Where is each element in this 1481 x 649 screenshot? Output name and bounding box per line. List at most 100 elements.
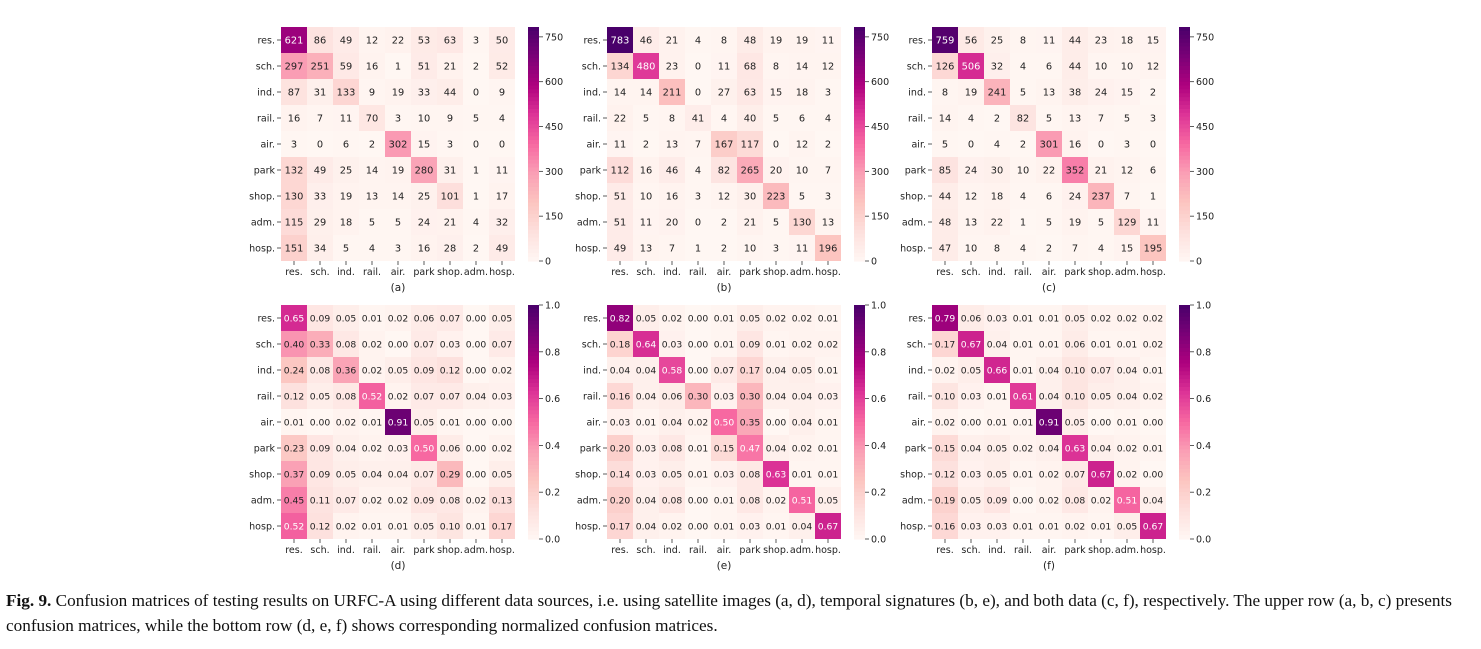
panel-f-cell <box>1010 513 1036 539</box>
panel-f-cell-label: 0.19 <box>935 496 956 507</box>
panel-b-cell-label: 68 <box>744 62 756 73</box>
panel-d-cell-label: 0.65 <box>284 314 305 325</box>
panel-f-colorbar-segment <box>1179 390 1190 396</box>
panel-c-cell <box>1062 79 1088 105</box>
panel-b-cell-label: 4 <box>695 166 701 177</box>
panel-e-cell <box>763 305 789 331</box>
panel-e-row-label: adm. <box>577 496 601 507</box>
panel-d-cell <box>385 461 411 487</box>
panel-e-cell <box>763 487 789 513</box>
panel-c-cell <box>958 235 984 261</box>
panel-c-cell <box>1010 53 1036 79</box>
panel-b-cell <box>607 27 633 53</box>
panel-d-colorbar-segment <box>528 371 539 376</box>
panel-b-colorbar-segment <box>854 144 865 149</box>
panel-c-cell-label: 3 <box>1124 140 1130 151</box>
panel-a-colorbar-segment <box>528 186 539 192</box>
panel-d-cell <box>385 409 411 435</box>
panel-f-colorbar-segment <box>1179 425 1190 431</box>
panel-b-cell <box>607 157 633 183</box>
panel-f-cell-label: 0.61 <box>1013 392 1033 403</box>
panel-d-cell-label: 0.02 <box>362 444 382 455</box>
panel-c-cell-label: 11 <box>1147 218 1159 229</box>
panel-e-cell-label: 0.04 <box>636 366 657 377</box>
panel-f-row-label: shop. <box>900 470 926 481</box>
panel-c-colorbar-segment <box>1179 30 1190 36</box>
panel-f-colorbar-tick-label: 0.8 <box>1196 347 1211 358</box>
panel-f-cell <box>932 461 958 487</box>
panel-a-cell-label: 19 <box>392 166 404 177</box>
panel-e-colorbar-segment <box>854 476 865 482</box>
panel-b-colorbar-segment <box>854 171 865 176</box>
panel-a-cell <box>489 53 515 79</box>
panel-d-cell-label: 0.09 <box>310 470 331 481</box>
panel-c-colorbar-segment <box>1179 183 1190 188</box>
panel-d-cell <box>307 409 333 435</box>
panel-b-colorbar-segment <box>854 120 865 126</box>
panel-c-colorbar-segment <box>1179 140 1190 145</box>
panel-d-cell <box>463 435 489 461</box>
panel-f-cell-label: 0.02 <box>1091 314 1111 325</box>
panel-e-colorbar-segment <box>854 375 865 380</box>
panel-e-cell-label: 0.03 <box>662 340 683 351</box>
panel-c-cell <box>1140 209 1166 235</box>
panel-d-cell-label: 0.11 <box>310 496 330 507</box>
panel-a-cell-label: 2 <box>369 140 375 151</box>
panel-a-cell-label: 14 <box>392 192 404 203</box>
panel-d-colorbar-segment <box>528 519 539 524</box>
panel-a-cell-label: 297 <box>285 62 304 73</box>
panel-e-colorbar-segment <box>854 371 865 376</box>
panel-a-cell-label: 59 <box>340 62 352 73</box>
panel-b-cell-label: 14 <box>614 88 626 99</box>
panel-d-cell-label: 0.02 <box>492 444 512 455</box>
panel-f-cell <box>932 305 958 331</box>
panel-c-cell-label: 195 <box>1144 244 1163 255</box>
panel-f-colorbar-segment <box>1179 457 1190 462</box>
panel-e-colorbar-segment <box>854 488 865 493</box>
panel-f-cell <box>1114 357 1140 383</box>
panel-d-cell <box>463 357 489 383</box>
panel-d-cell <box>359 305 385 331</box>
panel-d-cell-label: 0.09 <box>310 314 331 325</box>
panel-d-colorbar-segment <box>528 324 539 329</box>
panel-c-cell <box>984 157 1010 183</box>
panel-c-colorbar-segment <box>1179 190 1190 196</box>
panel-b-cell <box>789 53 815 79</box>
panel-d-colorbar-segment <box>528 488 539 493</box>
panel-a-cell-label: 2 <box>473 62 479 73</box>
panel-c-cell <box>984 105 1010 131</box>
panel-d-colorbar-segment <box>528 402 539 407</box>
panel-d-colorbar-segment <box>528 429 539 435</box>
panel-f-cell <box>1010 487 1036 513</box>
panel-e-cell-label: 0.00 <box>688 314 709 325</box>
panel-d-cell-label: 0.91 <box>388 418 408 429</box>
panel-b-colorbar-segment <box>854 175 865 180</box>
panel-e-cell-label: 0.01 <box>636 418 656 429</box>
panel-b-cell-label: 12 <box>718 192 730 203</box>
panel-c-cell <box>1036 235 1062 261</box>
panel-a-cell-label: 101 <box>441 192 460 203</box>
panel-d-cell-label: 0.02 <box>466 496 486 507</box>
panel-d-row-label: res. <box>257 314 275 325</box>
panel-b-colorbar-segment <box>854 73 865 79</box>
panel-e-cell <box>711 461 737 487</box>
panel-f-row-label: hosp. <box>900 522 926 533</box>
panel-e-colorbar-segment <box>854 328 865 333</box>
panel-b-cell <box>659 235 685 261</box>
panel-c-row-label: adm. <box>902 218 926 229</box>
panel-f-cell-label: 0.01 <box>1091 340 1111 351</box>
panel-a-cell-label: 133 <box>337 88 356 99</box>
panel-c-cell-label: 85 <box>939 166 951 177</box>
panel-c-cell <box>1140 157 1166 183</box>
panel-b-row-label: ind. <box>583 88 601 99</box>
panel-f-colorbar-segment <box>1179 402 1190 407</box>
panel-f-cell <box>984 435 1010 461</box>
panel-f-cell <box>1062 383 1088 409</box>
panel-b-colorbar-segment <box>854 155 865 161</box>
panel-f-cell <box>958 461 984 487</box>
panel-c-colorbar-segment <box>1179 202 1190 207</box>
panel-d-colorbar-segment <box>528 492 539 497</box>
panel-e-cell-label: 0.18 <box>610 340 631 351</box>
panel-b-col-label: shop. <box>763 267 789 278</box>
panel-a-cell <box>437 105 463 131</box>
